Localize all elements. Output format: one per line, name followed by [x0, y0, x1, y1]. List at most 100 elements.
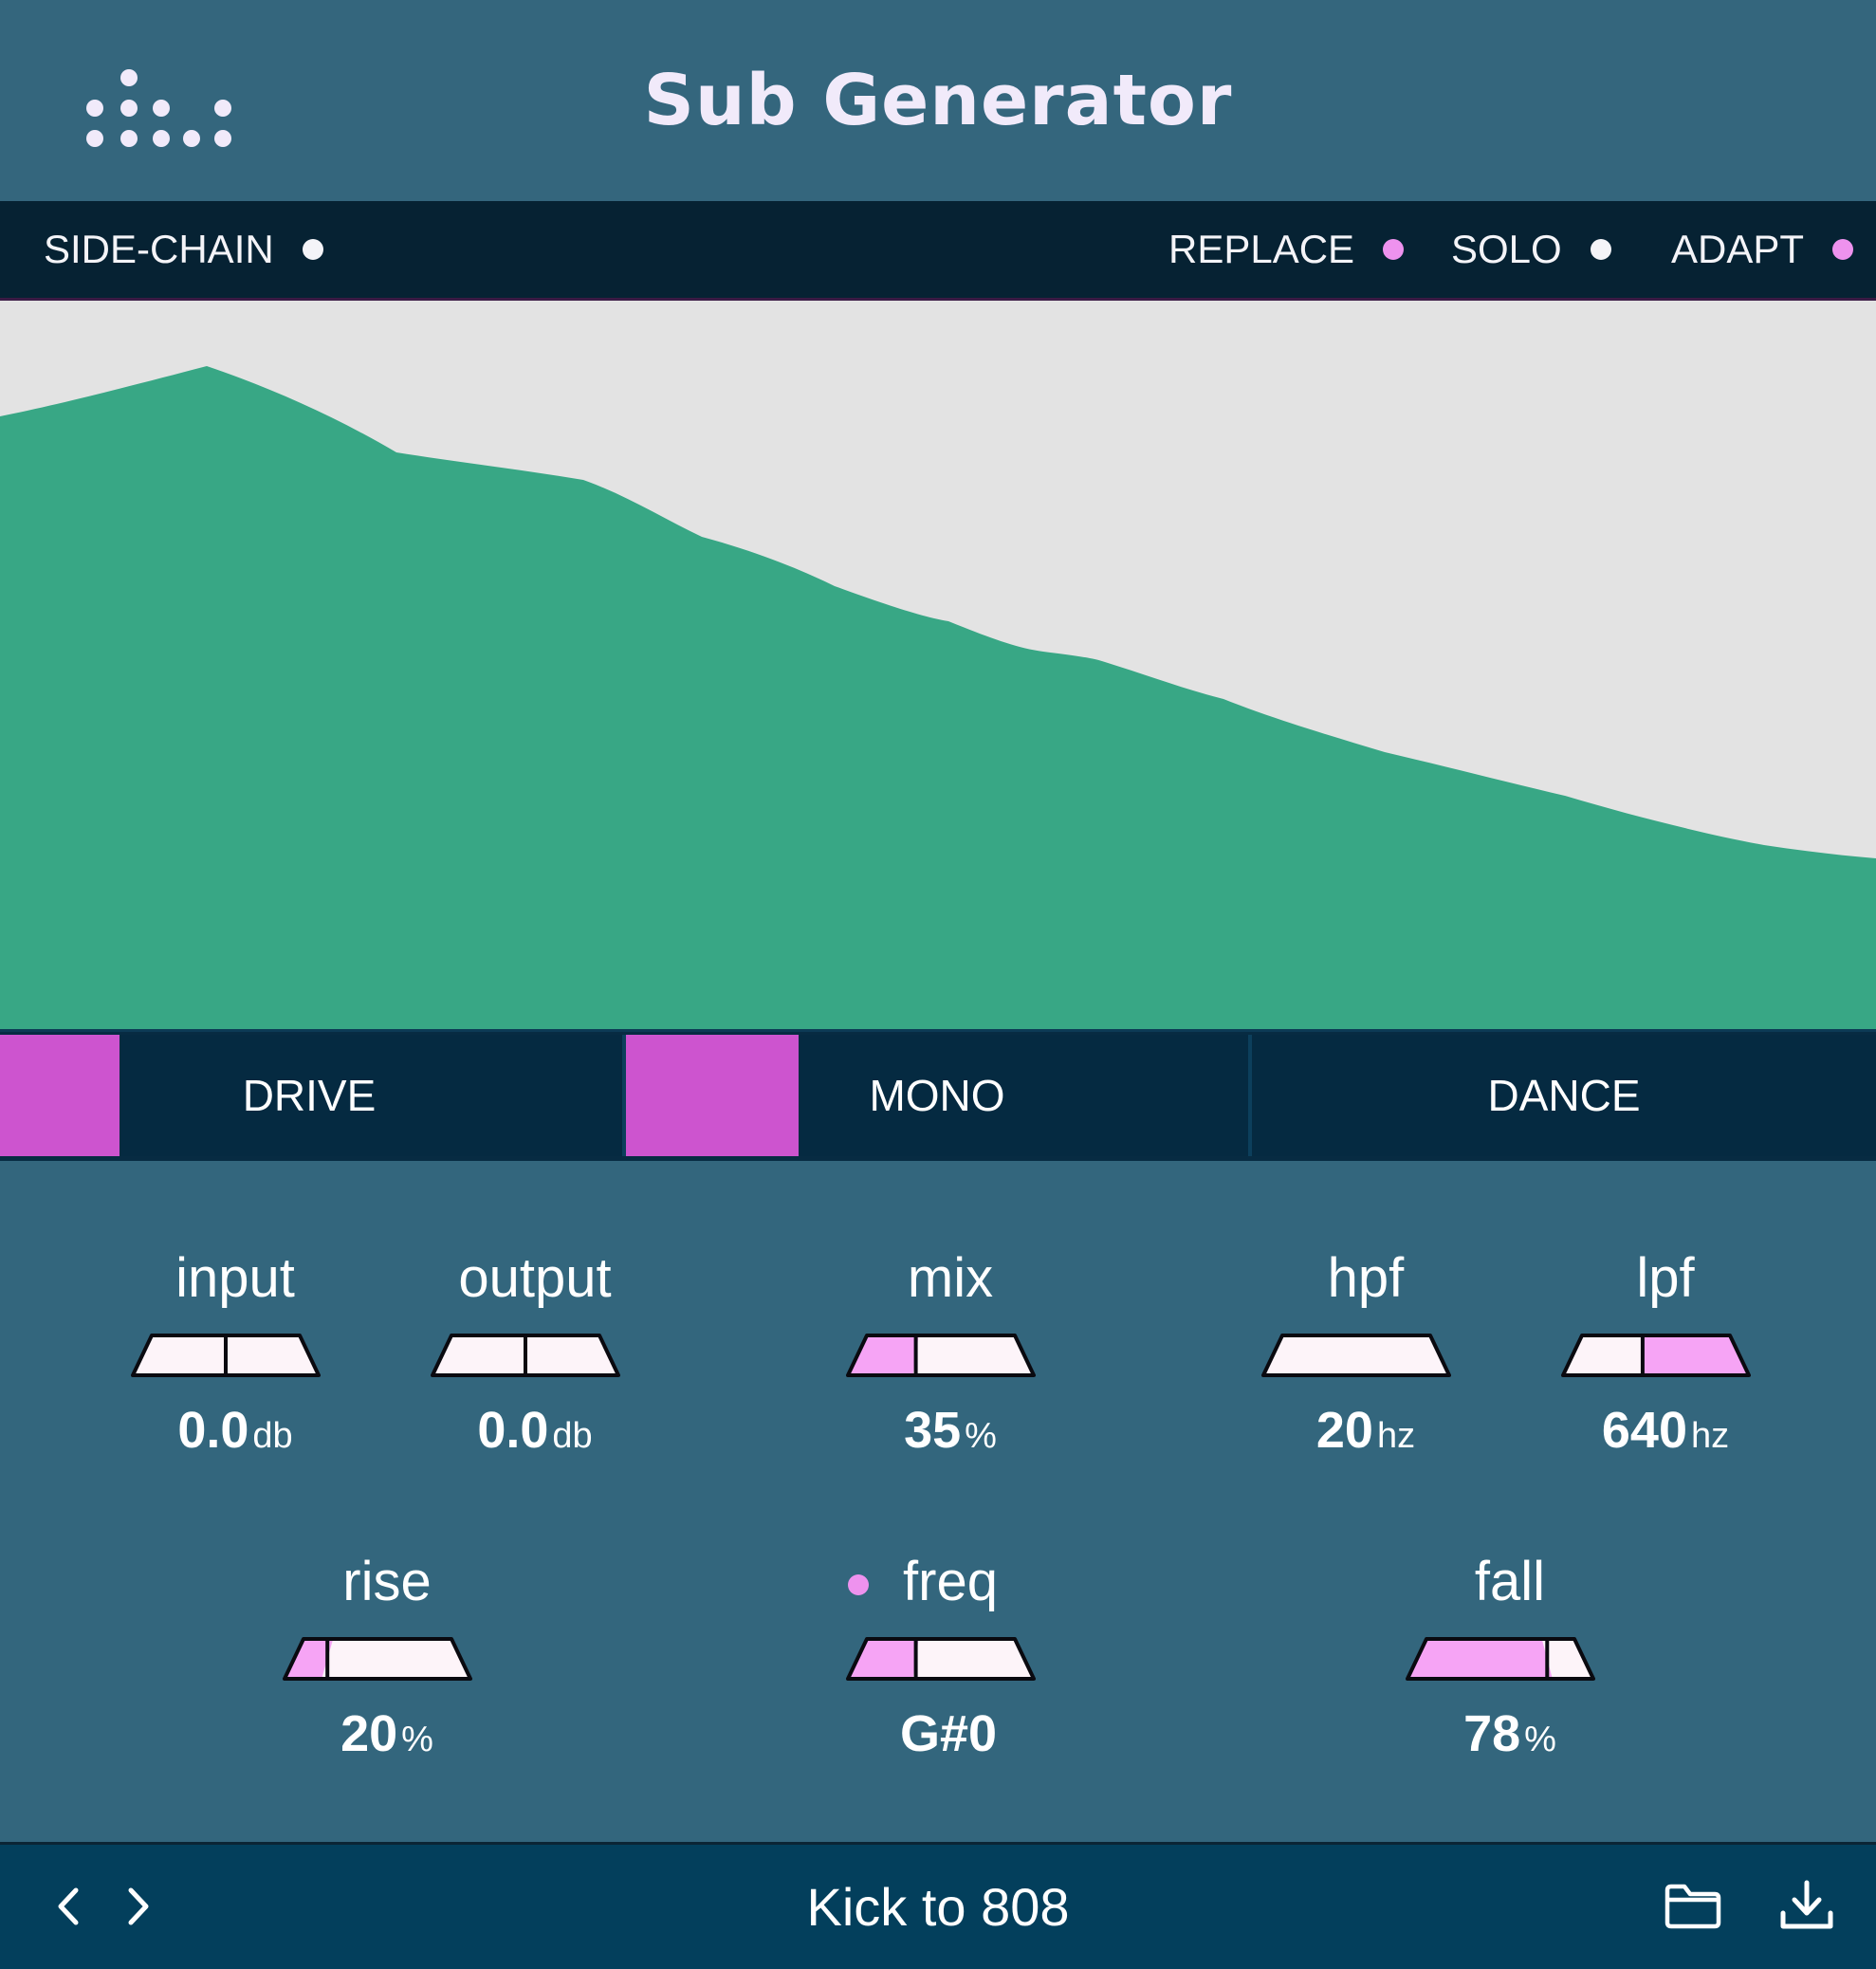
input-unit: db	[252, 1416, 293, 1456]
app-title: Sub Generator	[643, 60, 1233, 141]
controls-panel: input 0.0 db output 0.0 db mix 35% hpf 20 h…	[0, 1161, 1876, 1842]
rise-value: 20	[340, 1705, 398, 1762]
slider-outline	[1261, 1334, 1451, 1377]
mix-label: mix	[907, 1247, 994, 1309]
mix-control: mix 35%	[846, 1250, 1055, 1468]
chevron-right-icon[interactable]	[120, 1883, 157, 1930]
mode-tabs: DRIVE MONO DANCE	[0, 1029, 1876, 1162]
input-readout: 0.0 db	[93, 1402, 377, 1459]
hpf-slider[interactable]	[1261, 1332, 1451, 1379]
output-slider[interactable]	[431, 1332, 620, 1379]
chevron-left-icon[interactable]	[49, 1883, 87, 1930]
replace-indicator	[1383, 239, 1405, 260]
lpf-readout: 640 hz	[1523, 1402, 1808, 1459]
dance-label: DANCE	[1487, 1071, 1641, 1120]
rise-label: rise	[342, 1551, 432, 1612]
folder-icon[interactable]	[1664, 1881, 1722, 1930]
output-value: 0.0	[477, 1402, 549, 1459]
drive-label: DRIVE	[242, 1071, 377, 1120]
slider-fill	[848, 1639, 919, 1679]
lpf-slider[interactable]	[1561, 1332, 1751, 1379]
slider-outline	[1406, 1637, 1595, 1681]
rise-slider[interactable]	[283, 1635, 472, 1683]
freq-active-indicator	[848, 1574, 869, 1595]
input-control: input 0.0 db	[131, 1250, 340, 1468]
replace-label: REPLACE	[1168, 227, 1355, 271]
fall-slider[interactable]	[1406, 1635, 1595, 1683]
slider-outline	[431, 1334, 620, 1377]
tab-divider	[622, 1035, 626, 1156]
mono-label: MONO	[869, 1071, 1005, 1120]
fall-readout: 78%	[1368, 1705, 1652, 1762]
sidechain-indicator	[302, 239, 323, 260]
input-value: 0.0	[177, 1402, 249, 1459]
mix-slider[interactable]	[846, 1332, 1036, 1379]
slider-outline	[1561, 1334, 1751, 1377]
rise-control: rise 20%	[283, 1554, 491, 1772]
slider-outline	[283, 1637, 472, 1681]
rise-unit: %	[401, 1720, 433, 1759]
download-icon[interactable]	[1777, 1877, 1836, 1934]
solo-indicator	[1590, 239, 1611, 260]
hpf-label: hpf	[1327, 1247, 1405, 1309]
lpf-unit: hz	[1690, 1416, 1730, 1456]
hpf-control: hpf 20 hz	[1261, 1250, 1470, 1468]
input-label: input	[175, 1247, 295, 1309]
fall-label: fall	[1474, 1551, 1546, 1612]
mode-tab-drive[interactable]: DRIVE	[0, 1035, 622, 1156]
slider-fill	[1641, 1335, 1749, 1375]
freq-slider[interactable]	[846, 1635, 1036, 1683]
spectrum-curve	[0, 366, 1876, 1029]
hpf-value: 20	[1315, 1402, 1373, 1459]
freq-control: freq G#0	[846, 1554, 1055, 1772]
fall-unit: %	[1524, 1720, 1556, 1759]
mode-tab-dance[interactable]: DANCE	[1252, 1035, 1876, 1156]
mono-level-fill	[626, 1035, 799, 1156]
lpf-value: 640	[1601, 1402, 1687, 1459]
hpf-unit: hz	[1376, 1416, 1416, 1456]
sidechain-label: SIDE-CHAIN	[44, 227, 274, 271]
rise-readout: 20%	[245, 1705, 529, 1762]
toolbar: SIDE-CHAIN REPLACE SOLO ADAPT	[0, 201, 1876, 301]
logo-icon	[86, 69, 231, 147]
slider-outline	[846, 1334, 1036, 1377]
output-readout: 0.0 db	[393, 1402, 677, 1459]
slider-outline	[846, 1637, 1036, 1681]
fall-value: 78	[1463, 1705, 1521, 1762]
replace-toggle[interactable]: REPLACE	[1168, 201, 1405, 298]
slider-outline	[131, 1334, 321, 1377]
preset-name[interactable]: Kick to 808	[806, 1877, 1070, 1937]
fall-control: fall 78%	[1406, 1554, 1614, 1772]
input-slider[interactable]	[131, 1332, 321, 1379]
output-control: output 0.0 db	[431, 1250, 639, 1468]
lpf-control: lpf 640 hz	[1561, 1250, 1770, 1468]
mix-readout: 35%	[808, 1402, 1093, 1459]
mode-tab-mono[interactable]: MONO	[626, 1035, 1248, 1156]
adapt-label: ADAPT	[1671, 227, 1805, 271]
adapt-indicator	[1832, 239, 1854, 260]
preset-bar: Kick to 808	[0, 1842, 1876, 1969]
freq-value: G#0	[899, 1705, 998, 1762]
hpf-readout: 20 hz	[1223, 1402, 1508, 1459]
slider-fill	[285, 1639, 334, 1679]
solo-label: SOLO	[1451, 227, 1562, 271]
freq-readout: G#0	[808, 1705, 1093, 1762]
output-unit: db	[552, 1416, 593, 1456]
tab-divider	[1248, 1035, 1252, 1156]
sidechain-toggle[interactable]: SIDE-CHAIN	[44, 201, 323, 298]
slider-fill	[1407, 1639, 1553, 1679]
slider-track	[285, 1639, 470, 1679]
solo-toggle[interactable]: SOLO	[1451, 201, 1611, 298]
slider-fill	[848, 1335, 919, 1375]
freq-label: freq	[903, 1551, 998, 1612]
spectrum-display	[0, 301, 1876, 1029]
spectrum-graph	[0, 366, 1876, 1029]
lpf-label: lpf	[1636, 1247, 1695, 1309]
mix-unit: %	[965, 1416, 997, 1456]
mix-value: 35	[904, 1402, 962, 1459]
slider-track	[1263, 1335, 1449, 1375]
output-label: output	[458, 1247, 612, 1309]
drive-level-fill	[0, 1035, 120, 1156]
header-bar: Sub Generator	[0, 0, 1876, 201]
adapt-toggle[interactable]: ADAPT	[1671, 201, 1854, 298]
